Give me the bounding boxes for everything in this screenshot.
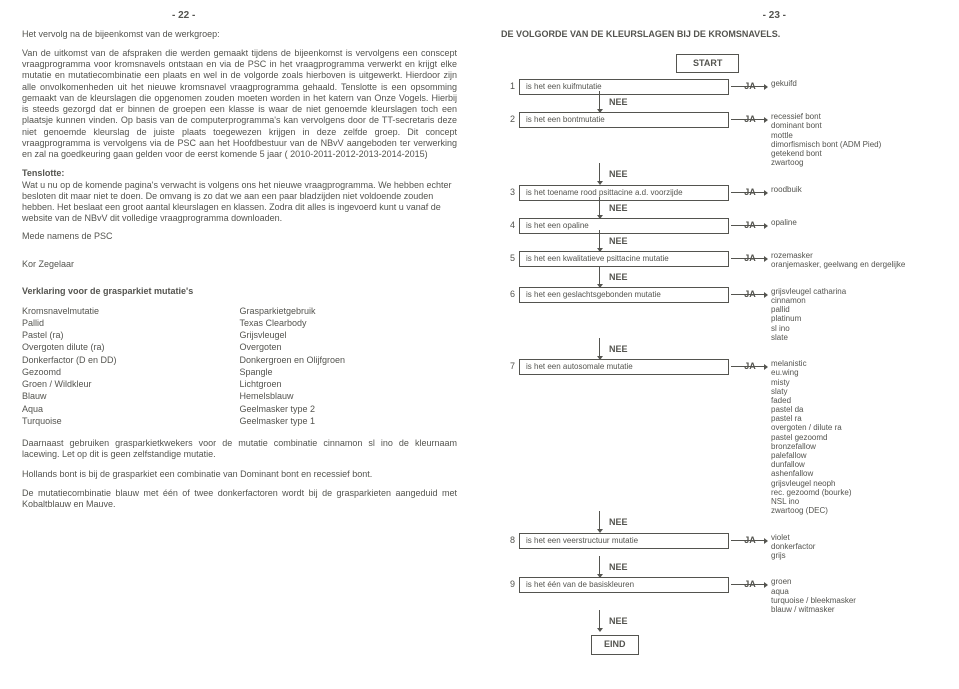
flow-step: 3is het toename rood psittacine a.d. voo… — [501, 185, 936, 201]
step-number: 1 — [501, 79, 519, 92]
ja-label: JA — [729, 218, 771, 231]
step-box: is het één van de basiskleuren — [519, 577, 729, 593]
glossary-left-item: Pallid — [22, 318, 240, 329]
glossary-right-item: Hemelsblauw — [240, 391, 458, 402]
ja-label: JA — [729, 533, 771, 546]
p3: Tenslotte: Wat u nu op de komende pagina… — [22, 168, 457, 224]
p2: Van de uitkomst van de afspraken die wer… — [22, 48, 457, 161]
glossary: Verklaring voor de grasparkiet mutatie's… — [22, 286, 457, 428]
step-box: is het een kwalitatieve psittacine mutat… — [519, 251, 729, 267]
result-list: violetdonkerfactorgrijs — [771, 533, 921, 561]
glossary-right-item: Texas Clearbody — [240, 318, 458, 329]
step-box: is het een geslachtsgebonden mutatie — [519, 287, 729, 303]
step-box: is het een opaline — [519, 218, 729, 234]
result-list: melanisticeu.wingmistyslatyfadedpastel d… — [771, 359, 921, 515]
result-list: roodbuik — [771, 185, 921, 194]
p3-body: Wat u nu op de komende pagina's verwacht… — [22, 180, 451, 224]
flow-step: 2is het een bontmutatieJArecessief bontd… — [501, 112, 936, 167]
nee-label: NEE — [609, 517, 936, 528]
sig2: Kor Zegelaar — [22, 259, 457, 270]
glossary-right-item: Geelmasker type 1 — [240, 416, 458, 427]
page-spread: - 22 - Het vervolg na de bijeenkomst van… — [0, 0, 959, 689]
step-number: 3 — [501, 185, 519, 198]
glossary-title: Verklaring voor de grasparkiet mutatie's — [22, 286, 457, 297]
nee-label: NEE — [609, 344, 936, 355]
result-list: opaline — [771, 218, 921, 227]
result-list: recessief bontdominant bontmottledimorfi… — [771, 112, 921, 167]
p3-title: Tenslotte: — [22, 168, 64, 178]
glossary-right-item: Spangle — [240, 367, 458, 378]
step-box: is het een kuifmutatie — [519, 79, 729, 95]
p4: Daarnaast gebruiken grasparkietkwekers v… — [22, 438, 457, 461]
flowchart: 1is het een kuifmutatieJAgekuifdNEE2is h… — [501, 79, 936, 655]
step-number: 5 — [501, 251, 519, 264]
flow-step: 8is het een veerstructuur mutatieJAviole… — [501, 533, 936, 561]
flow-step: 5is het een kwalitatieve psittacine muta… — [501, 251, 936, 269]
glossary-right-item: Overgoten — [240, 342, 458, 353]
flow-step: 7is het een autosomale mutatieJAmelanist… — [501, 359, 936, 515]
result-list: gekuifd — [771, 79, 921, 88]
glossary-left-item: Kromsnavelmutatie — [22, 306, 240, 317]
flow-step: 9is het één van de basiskleurenJAgroenaq… — [501, 577, 936, 614]
ja-label: JA — [729, 251, 771, 264]
result-list: grijsvleugel catharinacinnamonpallidplat… — [771, 287, 921, 342]
glossary-right-item: Grijsvleugel — [240, 330, 458, 341]
nee-label: NEE — [609, 236, 936, 247]
glossary-left-item: Overgoten dilute (ra) — [22, 342, 240, 353]
page-number-23: - 23 - — [501, 10, 786, 23]
result-list: rozemaskeroranjemasker, geelwang en derg… — [771, 251, 921, 269]
flow-step: 1is het een kuifmutatieJAgekuifd — [501, 79, 936, 95]
glossary-left-item: Pastel (ra) — [22, 330, 240, 341]
ja-label: JA — [729, 185, 771, 198]
glossary-right-item: Lichtgroen — [240, 379, 458, 390]
page-left: - 22 - Het vervolg na de bijeenkomst van… — [0, 0, 479, 689]
nee-label: NEE — [609, 272, 936, 283]
glossary-left-item: Gezoomd — [22, 367, 240, 378]
glossary-right-item: Geelmasker type 2 — [240, 404, 458, 415]
step-number: 2 — [501, 112, 519, 125]
step-number: 4 — [501, 218, 519, 231]
p6: De mutatiecombinatie blauw met één of tw… — [22, 488, 457, 511]
step-number: 6 — [501, 287, 519, 300]
start-box: START — [676, 54, 739, 73]
step-box: is het een veerstructuur mutatie — [519, 533, 729, 549]
nee-label: NEE — [609, 616, 936, 627]
flow-step: 6is het een geslachtsgebonden mutatieJAg… — [501, 287, 936, 342]
eind-box: EIND — [591, 635, 639, 654]
glossary-left-item: Aqua — [22, 404, 240, 415]
ja-label: JA — [729, 112, 771, 125]
glossary-right-item: Grasparkietgebruik — [240, 306, 458, 317]
result-list: groenaquaturquoise / bleekmaskerblauw / … — [771, 577, 921, 614]
step-number: 8 — [501, 533, 519, 546]
glossary-col-right: GrasparkietgebruikTexas ClearbodyGrijsvl… — [240, 306, 458, 429]
sig1: Mede namens de PSC — [22, 231, 457, 242]
step-number: 9 — [501, 577, 519, 590]
glossary-right-item: Donkergroen en Olijfgroen — [240, 355, 458, 366]
glossary-left-item: Groen / Wildkleur — [22, 379, 240, 390]
p5: Hollands bont is bij de grasparkiet een … — [22, 469, 457, 480]
glossary-left-item: Donkerfactor (D en DD) — [22, 355, 240, 366]
ja-label: JA — [729, 287, 771, 300]
page-number-22: - 22 - — [172, 10, 457, 23]
step-box: is het toename rood psittacine a.d. voor… — [519, 185, 729, 201]
glossary-left-item: Turquoise — [22, 416, 240, 427]
ja-label: JA — [729, 79, 771, 92]
step-box: is het een autosomale mutatie — [519, 359, 729, 375]
glossary-col-left: KromsnavelmutatiePallidPastel (ra)Overgo… — [22, 306, 240, 429]
flow-title: DE VOLGORDE VAN DE KLEURSLAGEN BIJ DE KR… — [501, 29, 936, 40]
nee-label: NEE — [609, 562, 936, 573]
page-right: - 23 - DE VOLGORDE VAN DE KLEURSLAGEN BI… — [479, 0, 958, 689]
nee-label: NEE — [609, 97, 936, 108]
ja-label: JA — [729, 577, 771, 590]
ja-label: JA — [729, 359, 771, 372]
step-number: 7 — [501, 359, 519, 372]
flow-step: 4is het een opalineJAopaline — [501, 218, 936, 234]
nee-label: NEE — [609, 203, 936, 214]
nee-label: NEE — [609, 169, 936, 180]
p1: Het vervolg na de bijeenkomst van de wer… — [22, 29, 457, 40]
glossary-left-item: Blauw — [22, 391, 240, 402]
step-box: is het een bontmutatie — [519, 112, 729, 128]
